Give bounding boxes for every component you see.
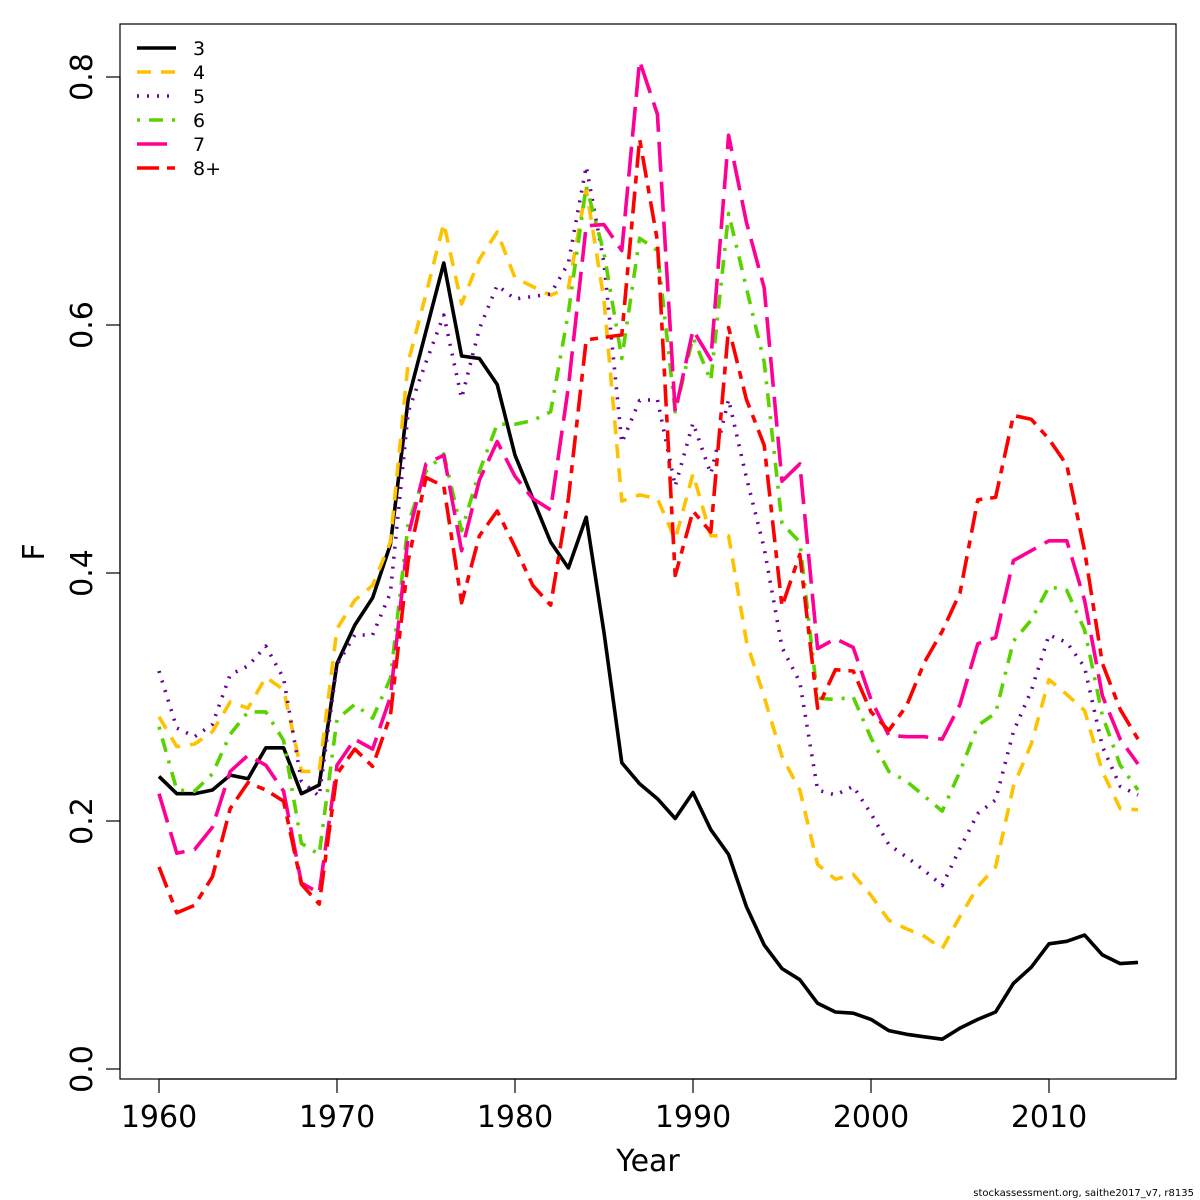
series-line-5 xyxy=(157,164,1139,888)
x-tick-label: 2010 xyxy=(1011,1100,1087,1135)
series-line-6 xyxy=(157,184,1140,857)
x-axis: 1960 1970 1980 1990 2000 2010 xyxy=(121,1078,1087,1135)
legend-label: 3 xyxy=(193,38,205,60)
legend-label: 6 xyxy=(193,110,205,132)
y-tick-label: 0.0 xyxy=(65,1045,100,1093)
x-tick-label: 1980 xyxy=(477,1100,553,1135)
x-tick-label: 1970 xyxy=(299,1100,375,1135)
y-tick-label: 0.2 xyxy=(65,797,100,845)
legend-label: 4 xyxy=(193,62,205,84)
plot-frame xyxy=(119,23,1177,1080)
x-tick-label: 1990 xyxy=(655,1100,731,1135)
y-tick-label: 0.4 xyxy=(65,549,100,597)
series-line-8-plus xyxy=(157,137,1140,915)
y-axis: 0.0 0.2 0.4 0.6 0.8 xyxy=(65,53,121,1093)
x-axis-label: Year xyxy=(615,1144,680,1179)
x-tick-label: 1960 xyxy=(121,1100,197,1135)
footer-credit: stockassessment.org, saithe2017_v7, r813… xyxy=(973,1188,1194,1199)
y-axis-label: F xyxy=(17,543,52,560)
legend-label: 7 xyxy=(193,134,205,156)
series-layer xyxy=(157,59,1140,1041)
legend-label: 8+ xyxy=(193,158,221,180)
legend-label: 5 xyxy=(193,86,205,108)
x-tick-label: 2000 xyxy=(833,1100,909,1135)
y-tick-label: 0.8 xyxy=(65,53,100,101)
y-tick-label: 0.6 xyxy=(65,301,100,349)
series-line-3 xyxy=(157,261,1139,1041)
series-line-4 xyxy=(157,186,1139,951)
